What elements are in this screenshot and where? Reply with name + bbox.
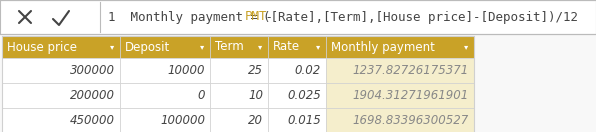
Bar — [326, 108, 474, 132]
Text: 200000: 200000 — [70, 89, 115, 102]
Text: Term: Term — [215, 41, 244, 53]
Bar — [120, 108, 210, 132]
Bar — [210, 108, 268, 132]
Text: ▾: ▾ — [464, 43, 468, 51]
Text: 0: 0 — [197, 89, 205, 102]
Text: House price: House price — [7, 41, 77, 53]
Text: 1237.82726175371: 1237.82726175371 — [353, 64, 469, 77]
Text: PMT: PMT — [244, 11, 267, 23]
Bar — [268, 108, 326, 132]
Text: 0.025: 0.025 — [287, 89, 321, 102]
Bar — [210, 58, 268, 83]
Bar — [2, 36, 474, 132]
Bar — [326, 58, 474, 83]
Bar — [2, 36, 120, 58]
Bar — [268, 36, 326, 58]
Text: ▾: ▾ — [200, 43, 204, 51]
Bar — [120, 83, 210, 108]
Text: 1  Monthly payment = -: 1 Monthly payment = - — [108, 11, 273, 23]
Bar — [2, 83, 120, 108]
Text: Rate: Rate — [273, 41, 300, 53]
Bar — [2, 58, 120, 83]
Text: ([Rate],[Term],[House price]-[Deposit])/12: ([Rate],[Term],[House price]-[Deposit])/… — [263, 11, 578, 23]
Bar — [210, 36, 268, 58]
Text: ▾: ▾ — [316, 43, 320, 51]
Bar — [2, 108, 120, 132]
Text: ▾: ▾ — [258, 43, 262, 51]
Text: Monthly payment: Monthly payment — [331, 41, 435, 53]
Text: 300000: 300000 — [70, 64, 115, 77]
Text: 100000: 100000 — [160, 114, 205, 127]
Text: 25: 25 — [248, 64, 263, 77]
Text: 1904.31271961901: 1904.31271961901 — [353, 89, 469, 102]
Text: ▾: ▾ — [110, 43, 114, 51]
Text: 10000: 10000 — [167, 64, 205, 77]
Text: Deposit: Deposit — [125, 41, 170, 53]
Bar — [268, 83, 326, 108]
Text: 0.015: 0.015 — [287, 114, 321, 127]
Bar — [268, 58, 326, 83]
Bar — [0, 0, 596, 34]
Text: 0.02: 0.02 — [295, 64, 321, 77]
Text: 10: 10 — [248, 89, 263, 102]
Bar — [120, 36, 210, 58]
Bar — [326, 83, 474, 108]
Text: 20: 20 — [248, 114, 263, 127]
Bar — [210, 83, 268, 108]
Text: 450000: 450000 — [70, 114, 115, 127]
Bar — [120, 58, 210, 83]
Bar — [326, 36, 474, 58]
Text: 1698.83396300527: 1698.83396300527 — [353, 114, 469, 127]
